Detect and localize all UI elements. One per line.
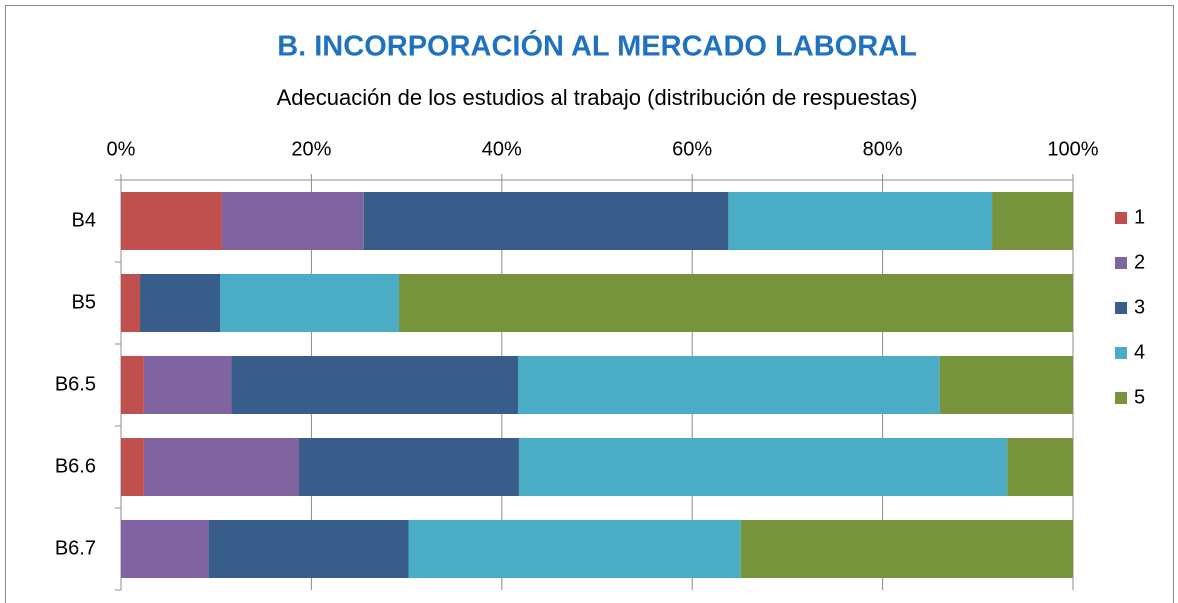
y-tick-label: B6.5: [55, 373, 96, 395]
x-tick-label: 80%: [863, 138, 903, 160]
bar-segment: [220, 274, 399, 332]
bar-segment: [231, 356, 518, 414]
legend-swatch: [1115, 302, 1127, 314]
x-tick-label: 20%: [291, 138, 331, 160]
x-tick-label: 100%: [1047, 138, 1098, 160]
legend-label: 4: [1134, 341, 1145, 363]
bar-segment: [140, 274, 221, 332]
y-tick-label: B6.7: [55, 537, 96, 559]
legend-swatch: [1115, 392, 1127, 404]
chart-title: B. INCORPORACIÓN AL MERCADO LABORAL: [277, 29, 917, 63]
bar-segment: [121, 438, 144, 496]
bar-segment: [517, 356, 940, 414]
bar-segment: [299, 438, 519, 496]
bar-segment: [121, 356, 144, 414]
bar-segment: [728, 192, 993, 250]
chart-subtitle: Adecuación de los estudios al trabajo (d…: [277, 85, 918, 110]
bar-segment: [1007, 438, 1073, 496]
legend-label: 3: [1134, 296, 1145, 318]
legend-swatch: [1115, 212, 1127, 224]
bar-segment: [121, 274, 141, 332]
bar-segment: [740, 520, 1073, 578]
bar-segment: [398, 274, 1073, 332]
bar-segment: [939, 356, 1073, 414]
bar-segment: [208, 520, 409, 578]
legend-label: 2: [1134, 251, 1145, 273]
legend-swatch: [1115, 347, 1127, 359]
bar-segment: [221, 192, 364, 250]
legend-label: 5: [1134, 386, 1145, 408]
legend-swatch: [1115, 257, 1127, 269]
bar-segment: [408, 520, 741, 578]
y-tick-label: B5: [72, 291, 96, 313]
legend-label: 1: [1134, 206, 1145, 228]
x-tick-label: 40%: [482, 138, 522, 160]
bar-segment: [143, 356, 232, 414]
bar-segment: [143, 438, 300, 496]
x-tick-label: 0%: [107, 138, 136, 160]
y-tick-label: B4: [72, 209, 96, 231]
bar-segment: [992, 192, 1073, 250]
y-tick-label: B6.6: [55, 455, 96, 477]
bar-segment: [363, 192, 729, 250]
bar-segment: [121, 520, 209, 578]
bar-segment: [518, 438, 1008, 496]
bar-segment: [121, 192, 222, 250]
x-tick-label: 60%: [672, 138, 712, 160]
